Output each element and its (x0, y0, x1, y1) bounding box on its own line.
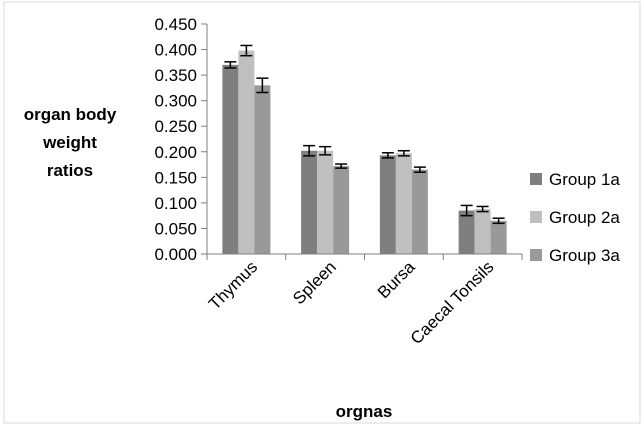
legend-swatch (530, 211, 542, 223)
bar-group-2a-spleen (317, 150, 334, 254)
y-tick-label: 0.150 (154, 168, 197, 187)
bar-group-3a-bursa (411, 169, 428, 254)
x-axis-title: orgnas (336, 402, 393, 421)
legend: Group 1a Group 2a Group 3a (530, 170, 620, 265)
bar-group-2a-caecal-tonsils (474, 209, 491, 254)
bar-group-1a-spleen (301, 150, 318, 254)
y-tick-label: 0.250 (154, 117, 197, 136)
bar-group-3a-thymus (254, 85, 271, 254)
bar-group-3a-caecal-tonsils (490, 220, 507, 254)
y-axis-title-line: weight (42, 133, 97, 152)
error-bars-group (224, 44, 505, 225)
y-axis-title-line: ratios (47, 161, 93, 180)
y-axis-title: organ body weight ratios (24, 105, 117, 180)
bar-group-1a-bursa (379, 155, 396, 254)
bar-group-2a-bursa (395, 153, 412, 254)
y-tick-label: 0.300 (154, 92, 197, 111)
bars-group (222, 50, 507, 255)
bar-group-2a-thymus (238, 50, 255, 255)
y-tick-label: 0.050 (154, 219, 197, 238)
y-tick-label: 0.450 (154, 15, 197, 34)
y-axis-title-line: organ body (24, 105, 117, 124)
y-axis-ticks: 0.000 0.050 0.100 0.150 0.200 0.250 0.300 0.350… (154, 15, 207, 264)
y-tick-label: 0.100 (154, 194, 197, 213)
y-tick-label: 0.350 (154, 66, 197, 85)
bar-group-1a-thymus (222, 64, 239, 254)
y-tick-label: 0.200 (154, 143, 197, 162)
y-tick-label: 0.000 (154, 245, 197, 264)
legend-label: Group 1a (549, 170, 620, 189)
legend-swatch (530, 249, 542, 261)
y-tick-label: 0.400 (154, 41, 197, 60)
axes-group (206, 24, 523, 260)
legend-label: Group 2a (549, 208, 620, 227)
legend-swatch (530, 173, 542, 185)
bar-group-1a-caecal-tonsils (458, 210, 475, 254)
bar-group-3a-spleen (333, 166, 350, 254)
legend-label: Group 3a (549, 246, 620, 265)
